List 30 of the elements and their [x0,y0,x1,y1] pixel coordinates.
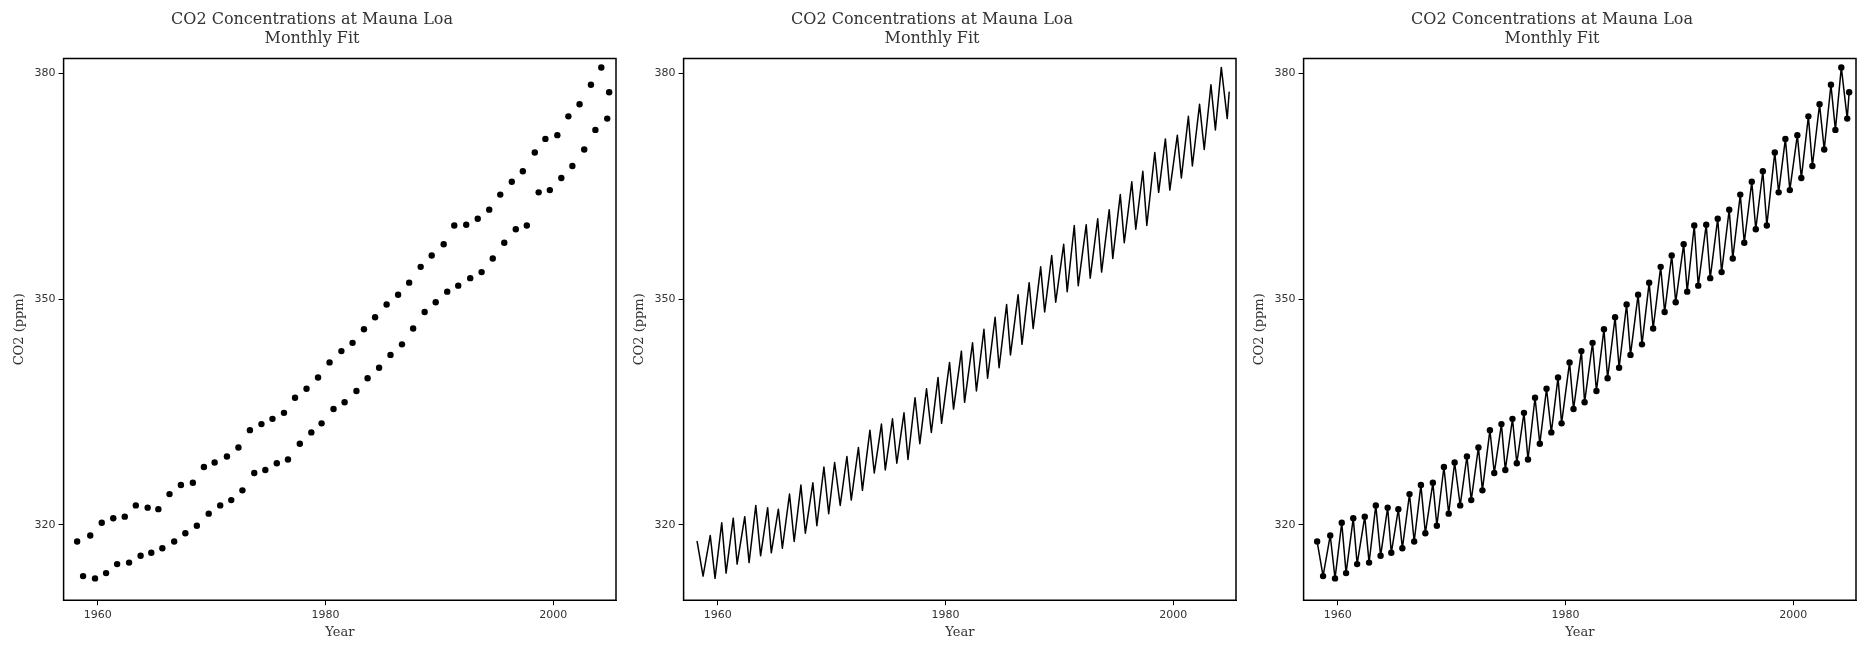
y-axis-title: CO2 (ppm) [1251,293,1267,366]
y-tick-label: 380 [34,66,56,80]
x-tick-label: 1960 [703,607,732,621]
x-tick-label: 1980 [931,607,960,621]
chart-subtitle: Monthly Fit [264,27,361,47]
y-tick-label: 380 [654,66,676,80]
y-axis-title: CO2 (ppm) [11,293,27,366]
x-tick-label: 1960 [83,607,112,621]
chart-title: CO2 Concentrations at Mauna Loa [171,8,454,28]
chart-title: CO2 Concentrations at Mauna Loa [1411,8,1694,28]
y-tick-label: 350 [1274,292,1296,306]
chart-subtitle: Monthly Fit [884,27,981,47]
x-axis-title: Year [1564,623,1596,639]
chart-subtitle: Monthly Fit [1504,27,1601,47]
x-tick-label: 2000 [1159,607,1188,621]
x-axis-title: Year [944,623,976,639]
y-tick-label: 350 [34,292,56,306]
x-tick-label: 1980 [311,607,340,621]
chart-title: CO2 Concentrations at Mauna Loa [791,8,1074,28]
x-axis-title: Year [324,623,356,639]
y-tick-label: 350 [654,292,676,306]
x-tick-label: 1960 [1323,607,1352,621]
y-tick-label: 320 [34,517,56,531]
x-tick-label: 2000 [539,607,568,621]
x-tick-label: 1980 [1551,607,1580,621]
x-tick-label: 2000 [1779,607,1808,621]
y-tick-label: 320 [654,517,676,531]
y-tick-label: 320 [1274,517,1296,531]
y-tick-label: 380 [1274,66,1296,80]
y-axis-title: CO2 (ppm) [631,293,647,366]
